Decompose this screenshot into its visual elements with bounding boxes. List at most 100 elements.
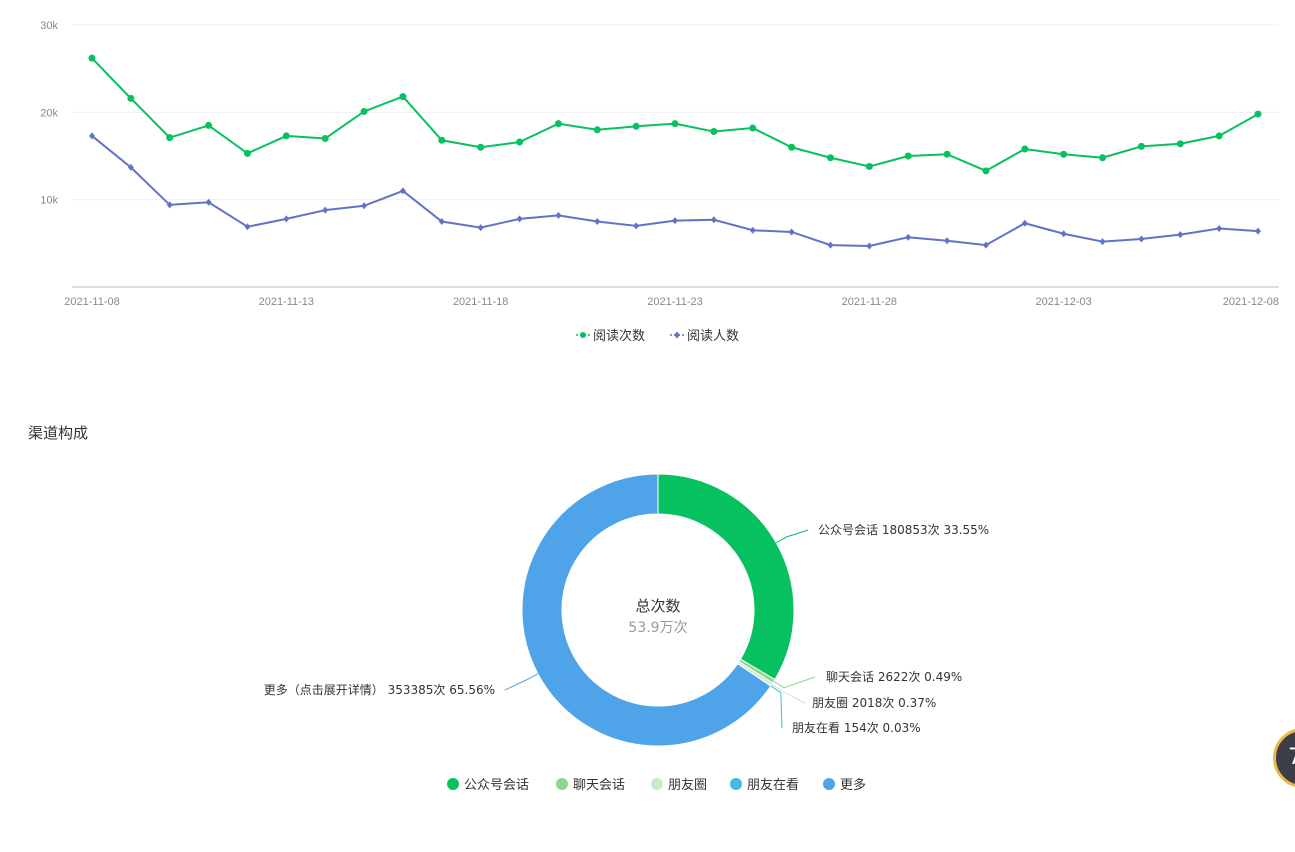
- data-point: [710, 128, 718, 136]
- data-point: [322, 206, 329, 214]
- series-line: [91, 57, 1259, 172]
- pie-chart: 总次数 53.9万次 公众号会话 180853次 33.55% 聊天会话 2622…: [264, 473, 989, 793]
- data-point: [905, 233, 912, 241]
- data-point: [1060, 150, 1068, 158]
- legend-label: 公众号会话: [464, 778, 529, 793]
- data-point: [477, 143, 485, 151]
- x-tick-label: 2021-12-08: [1223, 296, 1279, 308]
- pie-leader-line: [773, 676, 816, 689]
- pie-legend-item[interactable]: 更多: [823, 777, 866, 793]
- x-tick-label: 2021-11-08: [64, 296, 119, 308]
- data-point: [710, 216, 717, 224]
- pie-legend: 公众号会话 聊天会话 朋友圈 朋友在看 更多: [447, 777, 866, 793]
- data-point: [399, 93, 407, 101]
- y-tick-label: 30k: [40, 20, 58, 32]
- data-point: [827, 241, 834, 249]
- pie-slice-label: 更多（点击展开详情） 353385次 65.56%: [264, 682, 495, 697]
- data-point: [1255, 227, 1261, 235]
- data-point: [243, 149, 251, 157]
- data-point: [865, 162, 873, 170]
- pie-center-value: 53.9万次: [628, 620, 687, 636]
- y-tick-label: 10k: [40, 195, 58, 207]
- data-point: [1021, 145, 1029, 153]
- pie-slice-label: 公众号会话 180853次 33.55%: [818, 523, 989, 537]
- legend-label: 阅读次数: [593, 328, 645, 344]
- data-point: [672, 217, 678, 225]
- data-point: [360, 107, 368, 115]
- data-point: [944, 237, 951, 245]
- data-point: [361, 202, 368, 210]
- data-point: [904, 152, 912, 160]
- legend-dot: [556, 778, 568, 790]
- pie-leader-line: [770, 685, 783, 729]
- pie-chart-title: 渠道构成: [28, 424, 89, 442]
- y-axis-ticks: 10k 20k 30k: [40, 20, 58, 207]
- data-point: [749, 124, 757, 132]
- data-point: [166, 201, 173, 209]
- data-point: [244, 223, 251, 231]
- pie-legend-item[interactable]: 朋友在看: [730, 777, 799, 793]
- data-point: [205, 198, 212, 206]
- data-point: [399, 187, 406, 195]
- pie-slice[interactable]: [521, 473, 772, 747]
- legend-dot: [823, 778, 835, 790]
- legend-dot: [651, 778, 663, 790]
- data-point: [632, 122, 640, 130]
- data-point: [1176, 140, 1184, 148]
- pie-legend-item[interactable]: 公众号会话: [447, 778, 529, 793]
- legend-item[interactable]: 阅读人数: [670, 329, 739, 344]
- x-tick-label: 2021-12-03: [1036, 296, 1092, 308]
- line-series: [88, 54, 1262, 250]
- pie-slice-label: 朋友圈 2018次 0.37%: [812, 696, 936, 710]
- legend-label: 阅读人数: [687, 329, 739, 344]
- pie-labels: 公众号会话 180853次 33.55% 聊天会话 2622次 0.49% 朋友圈 …: [264, 523, 989, 735]
- legend-label: 朋友圈: [668, 777, 707, 793]
- data-point: [593, 126, 601, 134]
- data-point: [749, 226, 756, 234]
- data-point: [633, 222, 640, 230]
- pie-slices: [521, 473, 795, 747]
- pie-legend-item[interactable]: 聊天会话: [556, 778, 625, 793]
- data-point: [943, 150, 951, 158]
- data-point: [516, 138, 524, 146]
- line-chart: 10k 20k 30k 2021-11-08 2021-11-13 2021-11-18…: [40, 20, 1279, 344]
- data-point: [282, 132, 290, 140]
- pie-leader-line: [771, 684, 806, 704]
- data-point: [982, 167, 990, 175]
- data-point: [1254, 110, 1262, 118]
- legend-marker: [580, 332, 586, 338]
- pie-center-label: 总次数: [635, 597, 680, 615]
- data-point: [1099, 238, 1106, 246]
- legend-label: 朋友在看: [747, 777, 799, 793]
- data-point: [671, 120, 679, 128]
- data-point: [826, 154, 834, 162]
- data-point: [1137, 142, 1145, 150]
- x-tick-label: 2021-11-13: [259, 296, 314, 308]
- data-point: [1138, 235, 1145, 243]
- data-point: [1177, 231, 1184, 239]
- x-axis-ticks: 2021-11-08 2021-11-13 2021-11-18 2021-11-23…: [64, 296, 1279, 308]
- data-point: [321, 135, 329, 143]
- data-point: [438, 136, 446, 144]
- x-tick-label: 2021-11-28: [842, 296, 897, 308]
- legend-item[interactable]: 阅读次数: [576, 328, 645, 344]
- data-point: [1021, 219, 1028, 227]
- data-point: [554, 120, 562, 128]
- legend-marker: [674, 331, 680, 339]
- pie-slice[interactable]: [657, 473, 795, 681]
- legend-dot: [730, 778, 742, 790]
- pie-leader-line: [775, 529, 809, 544]
- data-point: [866, 242, 873, 250]
- legend-label: 聊天会话: [573, 778, 625, 793]
- data-point: [788, 143, 796, 151]
- data-point: [982, 241, 989, 249]
- data-point: [438, 218, 445, 225]
- pie-legend-item[interactable]: 朋友圈: [651, 777, 707, 793]
- pie-slice-label: 聊天会话 2622次 0.49%: [826, 670, 962, 684]
- data-point: [205, 121, 213, 129]
- data-point: [1060, 230, 1067, 238]
- pie-slice-label: 朋友在看 154次 0.03%: [792, 721, 921, 735]
- data-point: [594, 218, 601, 225]
- data-point: [127, 94, 135, 102]
- pie-leader-line: [504, 673, 539, 691]
